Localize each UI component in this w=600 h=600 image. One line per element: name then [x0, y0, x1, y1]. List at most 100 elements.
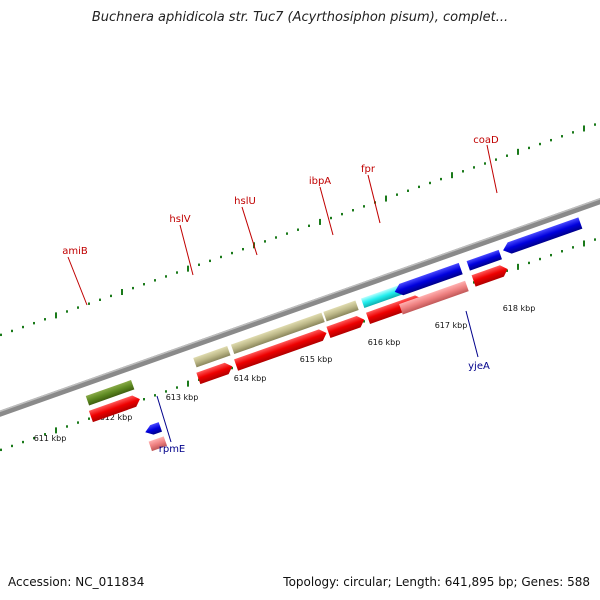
upper-tick: [363, 205, 365, 208]
upper-tick: [330, 216, 332, 220]
map-title: Buchnera aphidicola str. Tuc7 (Acyrthosi…: [91, 10, 509, 25]
lower-tick: [176, 386, 178, 389]
lower-tick: [33, 436, 35, 440]
upper-tick: [396, 193, 398, 196]
upper-tick: [77, 306, 79, 309]
lower-tick: [517, 263, 519, 270]
gene-labels: amiB hslV hslU ibpA fpr coaD rpmE yjeA: [62, 135, 499, 455]
lower-tick: [44, 433, 46, 436]
upper-tick: [352, 209, 354, 212]
upper-tick: [88, 302, 90, 305]
upper-tick: [517, 148, 519, 155]
lower-tick: [539, 257, 541, 261]
upper-tick: [11, 329, 13, 333]
lower-tick: [11, 444, 13, 448]
upper-tick: [539, 142, 541, 146]
gene-label-yjea: yjeA: [468, 361, 490, 372]
upper-tick: [264, 240, 266, 243]
leader-amib: [67, 256, 88, 306]
upper-tick: [121, 289, 123, 296]
upper-tick: [165, 275, 167, 278]
gene-block-yjea-feature: [399, 280, 469, 315]
upper-tick: [231, 251, 233, 255]
lower-tick: [187, 380, 189, 387]
lower-tick: [583, 240, 585, 247]
gene-arrow-ibpa: [326, 316, 365, 339]
leader-ibpa: [319, 186, 334, 236]
gene-block-rpme-feature: [148, 436, 168, 452]
upper-tick: [462, 170, 464, 173]
lower-tick: [165, 390, 167, 393]
gene-arrow-amib: [88, 395, 140, 423]
upper-tick: [440, 177, 442, 181]
gene-label-fpr: fpr: [361, 164, 376, 175]
gene-features: [85, 217, 583, 452]
upper-tick: [429, 181, 431, 185]
lower-tick: [0, 448, 2, 452]
upper-tick: [308, 224, 310, 228]
upper-tick: [209, 259, 211, 263]
upper-tick: [583, 125, 585, 132]
gene-block-hslv-feature: [193, 345, 231, 368]
upper-tick: [110, 294, 112, 298]
gene-arrow-rpme: [145, 422, 163, 435]
upper-tick: [451, 172, 453, 179]
backbone: [0, 136, 600, 477]
upper-tick: [55, 312, 57, 319]
scale-label-615: 615 kbp: [300, 355, 333, 364]
upper-tick: [473, 166, 475, 169]
upper-tick: [594, 123, 596, 126]
lower-tick: [561, 250, 563, 253]
upper-tick: [242, 247, 244, 251]
lower-tick: [66, 425, 68, 428]
gene-label-coad: coaD: [473, 135, 499, 146]
genome-summary-text: Topology: circular; Length: 641,895 bp; …: [283, 575, 590, 589]
lower-tick: [143, 398, 145, 401]
lower-tick: [363, 320, 365, 323]
scale-label-617: 617 kbp: [435, 321, 468, 330]
upper-tick: [506, 154, 508, 157]
upper-tick: [275, 236, 277, 239]
leader-fpr: [367, 174, 381, 224]
upper-tick: [0, 333, 2, 337]
gene-arrow-right-edge: [503, 217, 583, 254]
upper-tick: [66, 310, 68, 313]
gene-block-coad-feature: [466, 249, 502, 271]
upper-tick: [132, 286, 134, 290]
scale-labels: 611 kbp 612 kbp 613 kbp 614 kbp 615 kbp …: [34, 304, 536, 443]
upper-tick: [99, 298, 101, 301]
gene-label-rpme: rpmE: [159, 444, 186, 455]
leader-coad: [486, 144, 498, 194]
upper-tick: [550, 138, 552, 142]
leader-yjea: [465, 310, 479, 358]
lower-tick: [154, 394, 156, 397]
upper-tick: [44, 318, 46, 321]
gene-arrow-hslv: [196, 362, 233, 385]
accession-text: Accession: NC_011834: [8, 575, 145, 589]
lower-tick: [231, 366, 233, 370]
upper-tick: [33, 321, 35, 325]
gene-label-ibpa: ibpA: [309, 176, 331, 187]
gene-arrow-hslu: [234, 329, 327, 371]
lower-tick: [55, 427, 57, 434]
gene-arrow-coad: [471, 265, 508, 287]
upper-tick: [418, 185, 420, 189]
scale-label-614: 614 kbp: [234, 374, 267, 383]
leader-hslu: [241, 206, 258, 256]
lower-tick: [77, 421, 79, 424]
gene-label-hslv: hslV: [169, 214, 190, 225]
upper-tick: [407, 189, 409, 192]
lower-tick: [473, 281, 475, 284]
leader-rpme: [156, 395, 172, 443]
upper-tick: [220, 255, 222, 259]
scale-label-618: 618 kbp: [503, 304, 536, 313]
upper-tick: [484, 162, 486, 165]
upper-tick: [22, 325, 24, 329]
lower-tick: [506, 269, 508, 272]
gene-block-ibpa-feature: [323, 300, 359, 322]
upper-tick: [572, 131, 574, 134]
scale-label-611: 611 kbp: [34, 434, 67, 443]
leader-hslv: [179, 224, 194, 276]
gene-block-amib-feature: [85, 379, 135, 406]
